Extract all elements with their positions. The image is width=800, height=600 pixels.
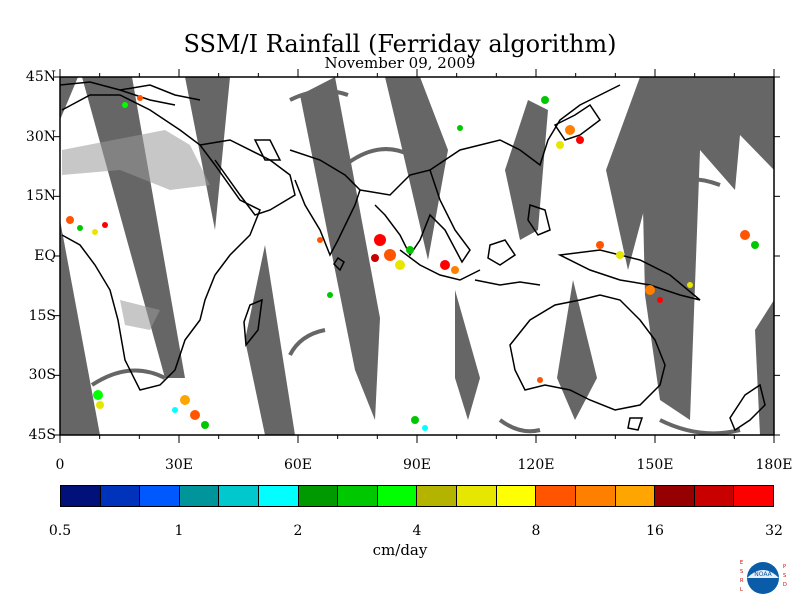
lon-label: 90E	[402, 457, 432, 473]
swath-arcs	[90, 89, 741, 435]
missing-swaths	[60, 77, 774, 435]
colorbar-segment	[179, 486, 220, 506]
colorbar-tick-label: 2	[293, 523, 303, 539]
rain-cells	[66, 95, 759, 431]
lat-label: 45S	[28, 427, 56, 443]
colorbar-tick-label: 32	[765, 523, 783, 539]
lon-label: 120E	[517, 457, 555, 473]
colorbar-tick-label: 16	[646, 523, 664, 539]
coastlines	[60, 81, 766, 432]
colorbar-segment	[655, 486, 695, 506]
lat-label: 45N	[25, 69, 56, 85]
lon-label: 180E	[755, 457, 793, 473]
colorbar-segment	[140, 486, 180, 506]
noaa-emblem-text: NOAA	[754, 571, 772, 578]
colorbar-segment	[536, 486, 576, 506]
colorbar-segment	[259, 486, 299, 506]
lat-label: 15N	[25, 188, 56, 205]
lat-label: 30S	[28, 367, 56, 384]
colorbar-tick-label: 0.5	[48, 523, 72, 539]
colorbar-segment	[694, 486, 735, 506]
colorbar-segment	[338, 486, 378, 506]
map-title: SSM/I Rainfall (Ferriday algorithm)	[183, 30, 617, 58]
colorbar-tick-label: 1	[174, 523, 184, 539]
colorbar-units: cm/day	[372, 541, 428, 559]
map-date: November 09, 2009	[324, 54, 476, 72]
colorbar-segment	[100, 486, 141, 506]
colorbar	[60, 485, 774, 507]
no-data-speckle	[62, 130, 210, 330]
lon-label: 30E	[164, 457, 194, 473]
colorbar-segment	[417, 486, 458, 506]
colorbar-tick-label: 4	[412, 523, 422, 539]
colorbar-segment	[377, 486, 418, 506]
colorbar-segment	[734, 486, 773, 506]
colorbar-segment	[219, 486, 260, 506]
lat-label: 15S	[28, 307, 56, 324]
colorbar-segment	[575, 486, 616, 506]
colorbar-tick-label: 8	[531, 523, 541, 539]
lon-label: 150E	[636, 457, 674, 473]
lat-label: EQ	[34, 248, 56, 264]
colorbar-segment	[457, 486, 497, 506]
colorbar-segment	[298, 486, 339, 506]
lat-label: 30N	[25, 128, 56, 145]
colorbar-segment	[61, 486, 101, 506]
lon-label: 60E	[283, 457, 313, 473]
colorbar-segment	[496, 486, 537, 506]
lon-label: 0	[55, 457, 65, 473]
colorbar-segment	[615, 486, 656, 506]
